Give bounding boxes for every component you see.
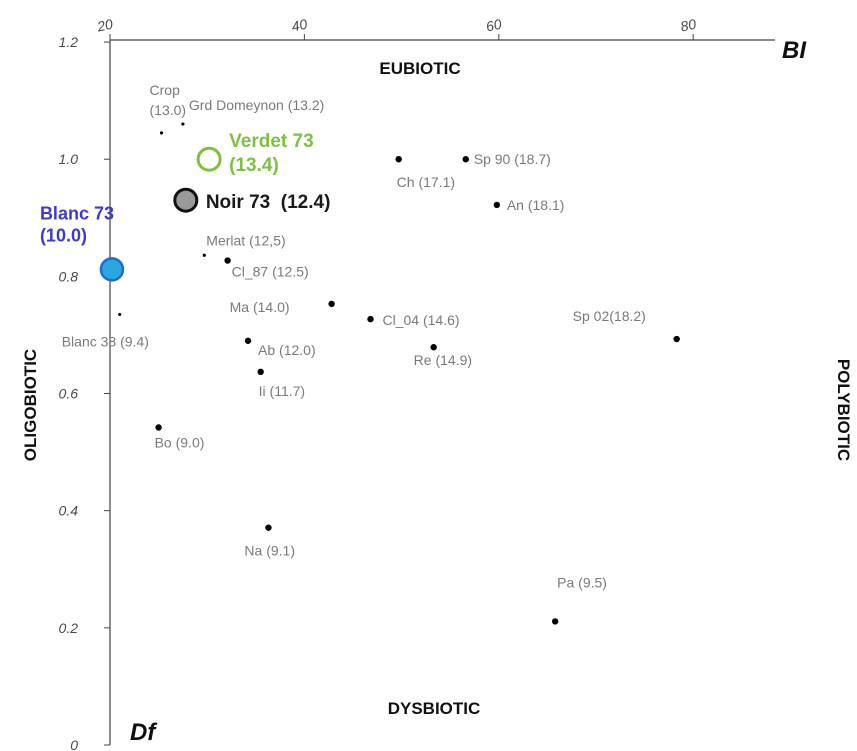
y-tick-label-1: 0.2 — [59, 620, 79, 636]
quadrant-label-top: EUBIOTIC — [379, 59, 460, 78]
point-na-9-1-label: Na (9.1) — [244, 543, 295, 559]
point-ch-17-1-label: Ch (17.1) — [397, 174, 455, 190]
point-pa-9-5-label: Pa (9.5) — [557, 574, 607, 590]
point-ii-11-7-marker — [257, 368, 264, 376]
point-cl-04-14-6-marker — [367, 315, 374, 323]
point-noir-73-12-4-label: Noir 73 (12.4) — [206, 192, 331, 213]
point-re-14-9-marker — [430, 344, 437, 351]
point-ma-14-0-label: Ma (14.0) — [230, 299, 290, 315]
point-re-14-9-label: Re (14.9) — [414, 352, 472, 368]
point-cl-04-14-6-label: Cl_04 (14.6) — [382, 312, 459, 328]
y-tick-label-2: 0.4 — [59, 503, 79, 519]
point-merlat-12-5-marker — [202, 253, 206, 257]
x-tick-label-1: 40 — [290, 16, 309, 35]
point-an-18-1-marker — [493, 201, 501, 209]
point-sp-90-18-7-label: Sp 90 (18.7) — [474, 151, 551, 167]
y-tick-label-5: 1.0 — [59, 151, 79, 167]
point-ma-14-0-marker — [328, 300, 335, 308]
point-ii-11-7-label: Ii (11.7) — [259, 383, 305, 399]
point-cl-87-12-5-label: Cl_87 (12.5) — [232, 264, 309, 280]
point-na-9-1-marker — [265, 524, 272, 531]
point-crop-13-0-label: Crop (13.0) — [150, 82, 187, 118]
point-ab-12-0-marker — [244, 337, 252, 344]
point-blanc-73-10-0-label: Blanc 73 (10.0) — [40, 203, 114, 245]
y-tick-label-0: 0 — [70, 737, 78, 751]
point-blanc-73-10-0-marker — [99, 257, 125, 282]
point-blanc-38-9-4-marker — [118, 312, 122, 317]
point-ch-17-1-marker — [395, 156, 402, 163]
point-merlat-12-5-label: Merlat (12,5) — [206, 232, 285, 248]
x-tick-label-0: 20 — [95, 16, 115, 35]
data-points: Crop (13.0) Grd Domeynon (13.2) Verdet 73 (1… — [40, 82, 680, 625]
x-axis-name: BI — [782, 37, 807, 64]
x-axis-ticks: 20 40 60 80 — [95, 16, 698, 40]
point-ab-12-0-label: Ab (12.0) — [258, 342, 316, 358]
point-an-18-1-label: An (18.1) — [507, 197, 565, 213]
point-sp-02-18-2-marker — [673, 335, 680, 343]
point-sp-02-18-2-label: Sp 02(18.2) — [573, 308, 646, 324]
quadrant-label-left: OLIGOBIOTIC — [21, 349, 40, 461]
point-cl-87-12-5-marker — [224, 257, 231, 264]
point-crop-13-0-marker — [159, 131, 164, 135]
point-grd-domeynon-13-2-label: Grd Domeynon (13.2) — [189, 97, 324, 113]
y-tick-label-4: 0.8 — [59, 268, 79, 284]
point-grd-domeynon-13-2-marker — [181, 122, 185, 126]
y-tick-label-6: 1.2 — [59, 34, 79, 50]
point-noir-73-12-4-marker — [173, 187, 199, 213]
x-tick-label-3: 80 — [679, 16, 698, 35]
point-sp-90-18-7-marker — [462, 156, 469, 163]
point-pa-9-5-marker — [551, 618, 559, 625]
point-verdet-73-13-4-marker — [196, 146, 222, 172]
point-verdet-73-13-4-label: Verdet 73 (13.4) — [229, 131, 313, 176]
y-axis-ticks: 0 0.2 0.4 0.6 0.8 1.0 1.2 — [59, 34, 110, 751]
y-tick-label-3: 0.6 — [59, 386, 79, 402]
point-bo-9-0-label: Bo (9.0) — [155, 434, 205, 450]
point-bo-9-0-marker — [155, 424, 162, 431]
y-axis-name: Df — [130, 719, 157, 746]
quadrant-label-right: POLYBIOTIC — [834, 359, 853, 461]
x-tick-label-2: 60 — [484, 16, 503, 35]
point-blanc-38-9-4-label: Blanc 38 (9.4) — [62, 333, 149, 349]
quadrant-label-bottom: DYSBIOTIC — [388, 699, 481, 718]
